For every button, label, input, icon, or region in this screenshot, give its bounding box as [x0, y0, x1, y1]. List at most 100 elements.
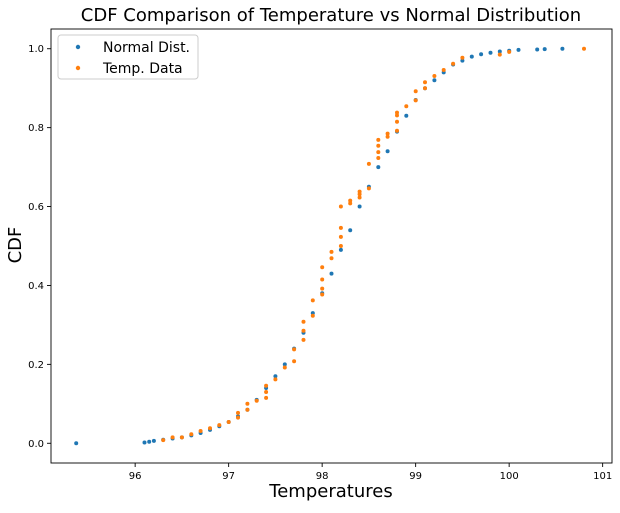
y-tick-label: 0.8	[28, 123, 44, 134]
y-tick-label: 1.0	[28, 44, 44, 55]
data-point	[338, 244, 343, 248]
data-point	[366, 161, 371, 166]
data-point	[310, 298, 315, 303]
data-point	[395, 128, 399, 133]
data-point	[264, 395, 269, 400]
data-point	[460, 55, 465, 60]
data-point	[338, 247, 343, 252]
data-point	[236, 410, 240, 415]
data-point	[432, 78, 437, 83]
data-point	[301, 319, 306, 324]
data-point	[348, 198, 353, 203]
data-point	[385, 134, 390, 139]
legend-item: Normal Dist.	[75, 40, 190, 56]
data-point	[348, 228, 353, 233]
x-tick-label: 98	[316, 471, 329, 482]
y-axis-label: CDF	[5, 227, 26, 264]
data-point	[395, 113, 399, 118]
data-point	[479, 52, 484, 57]
data-point	[74, 441, 79, 446]
data-point	[273, 374, 278, 379]
data-point	[376, 137, 381, 142]
data-point	[310, 313, 315, 318]
data-point	[348, 201, 353, 206]
legend-box	[57, 34, 199, 80]
data-point	[535, 47, 540, 52]
data-point	[338, 225, 343, 230]
data-point	[264, 383, 269, 388]
data-point	[395, 110, 399, 115]
series-2-points	[161, 46, 586, 443]
x-axis-label: Temperatures	[268, 481, 392, 502]
data-point	[170, 435, 175, 440]
data-point	[404, 104, 409, 109]
data-point	[329, 256, 334, 261]
axes: 96 97 98 99 100 101 0.0 0.2 0.4 0.6 0.8 1.0	[28, 28, 613, 482]
data-point	[217, 423, 222, 428]
data-point	[292, 359, 297, 364]
y-tick-label: 0.4	[28, 281, 44, 292]
x-tick-label: 101	[593, 471, 612, 482]
data-point	[151, 438, 156, 443]
x-tick-label: 97	[222, 471, 235, 482]
data-point	[320, 277, 325, 282]
data-point	[226, 420, 231, 424]
legend-item: Temp. Data	[75, 61, 183, 77]
data-point	[264, 390, 269, 394]
data-point	[320, 292, 325, 297]
data-point	[329, 271, 334, 276]
data-point	[432, 74, 437, 78]
data-point	[282, 365, 287, 370]
data-point	[376, 156, 381, 160]
data-point	[142, 440, 147, 445]
data-point	[179, 435, 184, 440]
legend-marker	[75, 44, 81, 50]
data-point	[376, 150, 381, 155]
data-point	[357, 189, 362, 194]
plot-frame	[50, 28, 613, 464]
data-point	[497, 52, 502, 57]
data-point	[582, 46, 586, 51]
data-point	[423, 86, 427, 91]
data-point	[338, 204, 343, 209]
data-point	[329, 249, 334, 254]
chart-title: CDF Comparison of Temperature vs Normal …	[81, 5, 581, 26]
legend: Normal Dist. Temp. Data	[57, 34, 199, 80]
data-point	[423, 80, 427, 85]
data-point	[366, 186, 371, 191]
data-point	[441, 68, 446, 72]
data-point	[413, 89, 418, 94]
data-point	[376, 165, 381, 170]
data-point	[385, 131, 390, 136]
legend-label: Normal Dist.	[103, 40, 190, 56]
data-point	[542, 47, 547, 52]
data-point	[208, 426, 212, 431]
data-point	[357, 204, 362, 209]
data-point	[497, 49, 502, 54]
x-tick-label: 96	[129, 471, 142, 482]
x-tick-label: 100	[500, 471, 519, 482]
legend-marker	[75, 65, 81, 71]
data-point	[507, 49, 512, 54]
data-point	[376, 143, 381, 148]
data-point	[320, 265, 325, 270]
data-point	[147, 439, 152, 444]
data-point	[245, 401, 250, 406]
data-point	[460, 58, 465, 63]
data-point	[189, 432, 194, 437]
data-point	[395, 119, 399, 124]
data-point	[560, 46, 565, 51]
data-point	[488, 50, 493, 55]
data-points-layer	[74, 46, 586, 446]
data-point	[161, 438, 166, 443]
y-tick-label: 0.2	[28, 360, 44, 371]
data-point	[236, 415, 240, 420]
data-point	[301, 328, 306, 333]
data-point	[357, 195, 362, 200]
data-point	[254, 398, 259, 403]
data-point	[273, 377, 278, 382]
y-tick-label: 0.0	[28, 439, 44, 450]
data-point	[338, 234, 343, 239]
